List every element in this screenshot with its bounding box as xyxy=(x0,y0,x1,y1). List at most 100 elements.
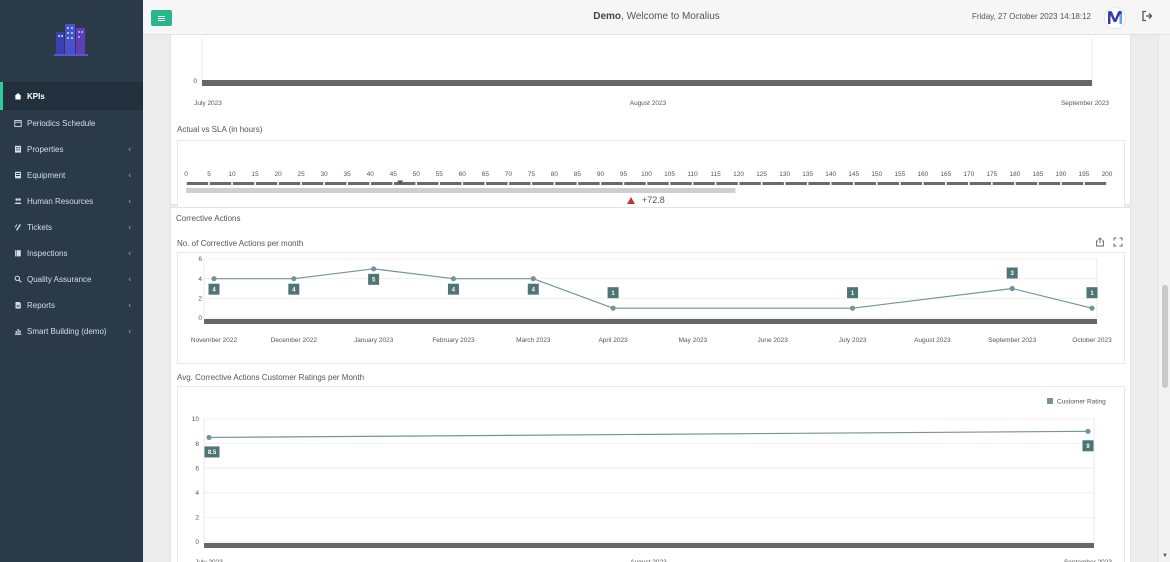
menu-toggle-button[interactable] xyxy=(151,10,172,26)
sla-scale-segment xyxy=(578,182,600,185)
sla-scale-segment xyxy=(877,182,899,185)
share-icon[interactable] xyxy=(1095,237,1105,247)
chart1-x-tick: April 2023 xyxy=(598,337,628,344)
chevron-left-icon: ‹ xyxy=(128,326,131,336)
chart1-data-label-box xyxy=(607,287,619,299)
chevron-left-icon: ‹ xyxy=(128,222,131,232)
chart1-data-point[interactable] xyxy=(450,276,457,282)
chart1-x-tick: October 2023 xyxy=(1072,337,1112,344)
logout-icon[interactable] xyxy=(1141,10,1153,22)
sla-tick-label: 120 xyxy=(733,171,744,178)
sla-tick-label: 85 xyxy=(574,171,582,178)
chart1-x-tick: January 2023 xyxy=(354,337,394,344)
sla-tick-label: 110 xyxy=(687,171,698,178)
sla-scale-segment xyxy=(601,182,623,185)
sidebar-item-quality-assurance[interactable]: Quality Assurance ‹ xyxy=(0,266,143,292)
chart1-data-label-box xyxy=(208,283,220,295)
chart1-y-tick: 4 xyxy=(198,276,202,283)
sla-delta-value: +72.8 xyxy=(642,195,665,205)
scroll-down-arrow-icon[interactable]: ▼ xyxy=(1162,553,1168,559)
chevron-left-icon: ‹ xyxy=(128,144,131,154)
sla-tick-label: 80 xyxy=(551,171,559,178)
sla-tick-label: 15 xyxy=(251,171,259,178)
sla-tick-label: 190 xyxy=(1056,171,1067,178)
sla-scale-segment xyxy=(1061,182,1084,185)
chart1-x-tick: August 2023 xyxy=(914,337,951,344)
sidebar-item-reports[interactable]: Reports ‹ xyxy=(0,292,143,318)
sidebar-item-label: KPIs xyxy=(27,91,45,101)
sla-scale-segment xyxy=(716,182,738,185)
current-datetime: Friday, 27 October 2023 14:18:12 xyxy=(971,12,1091,21)
chart2-y-tick: 4 xyxy=(195,490,199,497)
chart2-data-point[interactable] xyxy=(206,434,212,441)
page-scrollbar[interactable]: ▼ xyxy=(1158,35,1170,562)
sla-scale-segment xyxy=(555,182,577,185)
chevron-left-icon: ‹ xyxy=(128,274,131,284)
legend-label[interactable]: Customer Rating xyxy=(1057,399,1106,406)
chart1-x-tick: September 2023 xyxy=(988,337,1036,344)
sidebar-item-smart-building-demo[interactable]: Smart Building (demo) ‹ xyxy=(0,318,143,344)
sla-scale-segment xyxy=(232,182,255,185)
chart1-x-tick: June 2023 xyxy=(758,337,789,344)
sla-tick-label: 90 xyxy=(597,171,605,178)
chart2-data-point[interactable] xyxy=(1085,428,1091,434)
sla-scale-segment xyxy=(624,182,646,185)
sidebar-item-label: Quality Assurance xyxy=(27,274,92,284)
chart1-data-point[interactable] xyxy=(1009,285,1015,292)
sla-tick-label: 5 xyxy=(207,171,211,178)
sidebar-item-equipment[interactable]: Equipment ‹ xyxy=(0,162,143,188)
chart2-y-tick: 8 xyxy=(195,441,199,448)
top-chart-x-tick: September 2023 xyxy=(1061,100,1109,107)
sidebar-item-inspections[interactable]: Inspections ‹ xyxy=(0,240,143,266)
chart1-data-point[interactable] xyxy=(211,276,217,282)
sla-scale-segment xyxy=(969,182,992,185)
sla-tick-label: 175 xyxy=(986,171,997,178)
sla-tick-label: 165 xyxy=(940,171,951,178)
sidebar-item-label: Properties xyxy=(27,144,64,154)
sla-scale-segment xyxy=(785,182,807,185)
sidebar-item-kpis[interactable]: KPIs xyxy=(0,82,143,110)
corrective-actions-section-title: Corrective Actions xyxy=(176,214,241,223)
chart2-data-label: 8.5 xyxy=(208,450,217,456)
sla-tick-label: 195 xyxy=(1079,171,1090,178)
sidebar-nav: KPIs Periodics Schedule Properties ‹ Equipme… xyxy=(0,82,143,344)
ratings-chart-panel: 0 2 4 6 8 10 July 2023 August 2023 September 202… xyxy=(177,386,1125,562)
ticket-icon xyxy=(14,224,21,231)
chart1-data-point[interactable] xyxy=(610,305,616,311)
legend-swatch[interactable] xyxy=(1047,398,1053,404)
chart2-y-tick: 6 xyxy=(195,465,199,472)
sidebar-item-periodics-schedule[interactable]: Periodics Schedule xyxy=(0,110,143,136)
sla-tick-label: 130 xyxy=(779,171,790,178)
sidebar-item-properties[interactable]: Properties ‹ xyxy=(0,136,143,162)
chart1-data-point[interactable] xyxy=(1089,305,1095,311)
sla-scale-segment xyxy=(762,182,784,185)
chart1-data-point[interactable] xyxy=(371,266,377,272)
chart1-data-label: 4 xyxy=(292,287,296,293)
chart1-data-label: 1 xyxy=(611,291,615,297)
sidebar-item-tickets[interactable]: Tickets ‹ xyxy=(0,214,143,240)
chart1-baseline-bar xyxy=(204,319,1097,324)
main-content: 0 July 2023 August 2023 September 2023 A… xyxy=(143,35,1158,562)
sla-scale-segment xyxy=(739,182,761,185)
chart1-data-label-box xyxy=(527,283,539,295)
sla-tick-label: 65 xyxy=(482,171,490,178)
scrollbar-thumb[interactable] xyxy=(1162,285,1168,388)
sla-scale-segment xyxy=(463,182,485,185)
user-name: Demo xyxy=(593,11,622,22)
moralius-building-logo-icon[interactable] xyxy=(50,18,92,60)
chart1-data-point[interactable] xyxy=(291,276,297,282)
chart1-data-label-box xyxy=(1086,287,1098,299)
sla-tick-label: 10 xyxy=(228,171,236,178)
chart1-data-label: 4 xyxy=(452,287,456,293)
chevron-left-icon: ‹ xyxy=(128,170,131,180)
sla-tick-label: 35 xyxy=(344,171,352,178)
sla-tick-label: 70 xyxy=(505,171,513,178)
report-icon xyxy=(15,302,21,309)
expand-icon[interactable] xyxy=(1113,237,1123,247)
chart1-data-point[interactable] xyxy=(849,305,856,311)
moralius-m-logo-icon[interactable] xyxy=(1104,7,1126,29)
chart1-data-label-box xyxy=(368,273,380,285)
chart1-data-point[interactable] xyxy=(530,276,536,282)
sidebar-item-human-resources[interactable]: Human Resources ‹ xyxy=(0,188,143,214)
sla-tick-label: 145 xyxy=(848,171,859,178)
